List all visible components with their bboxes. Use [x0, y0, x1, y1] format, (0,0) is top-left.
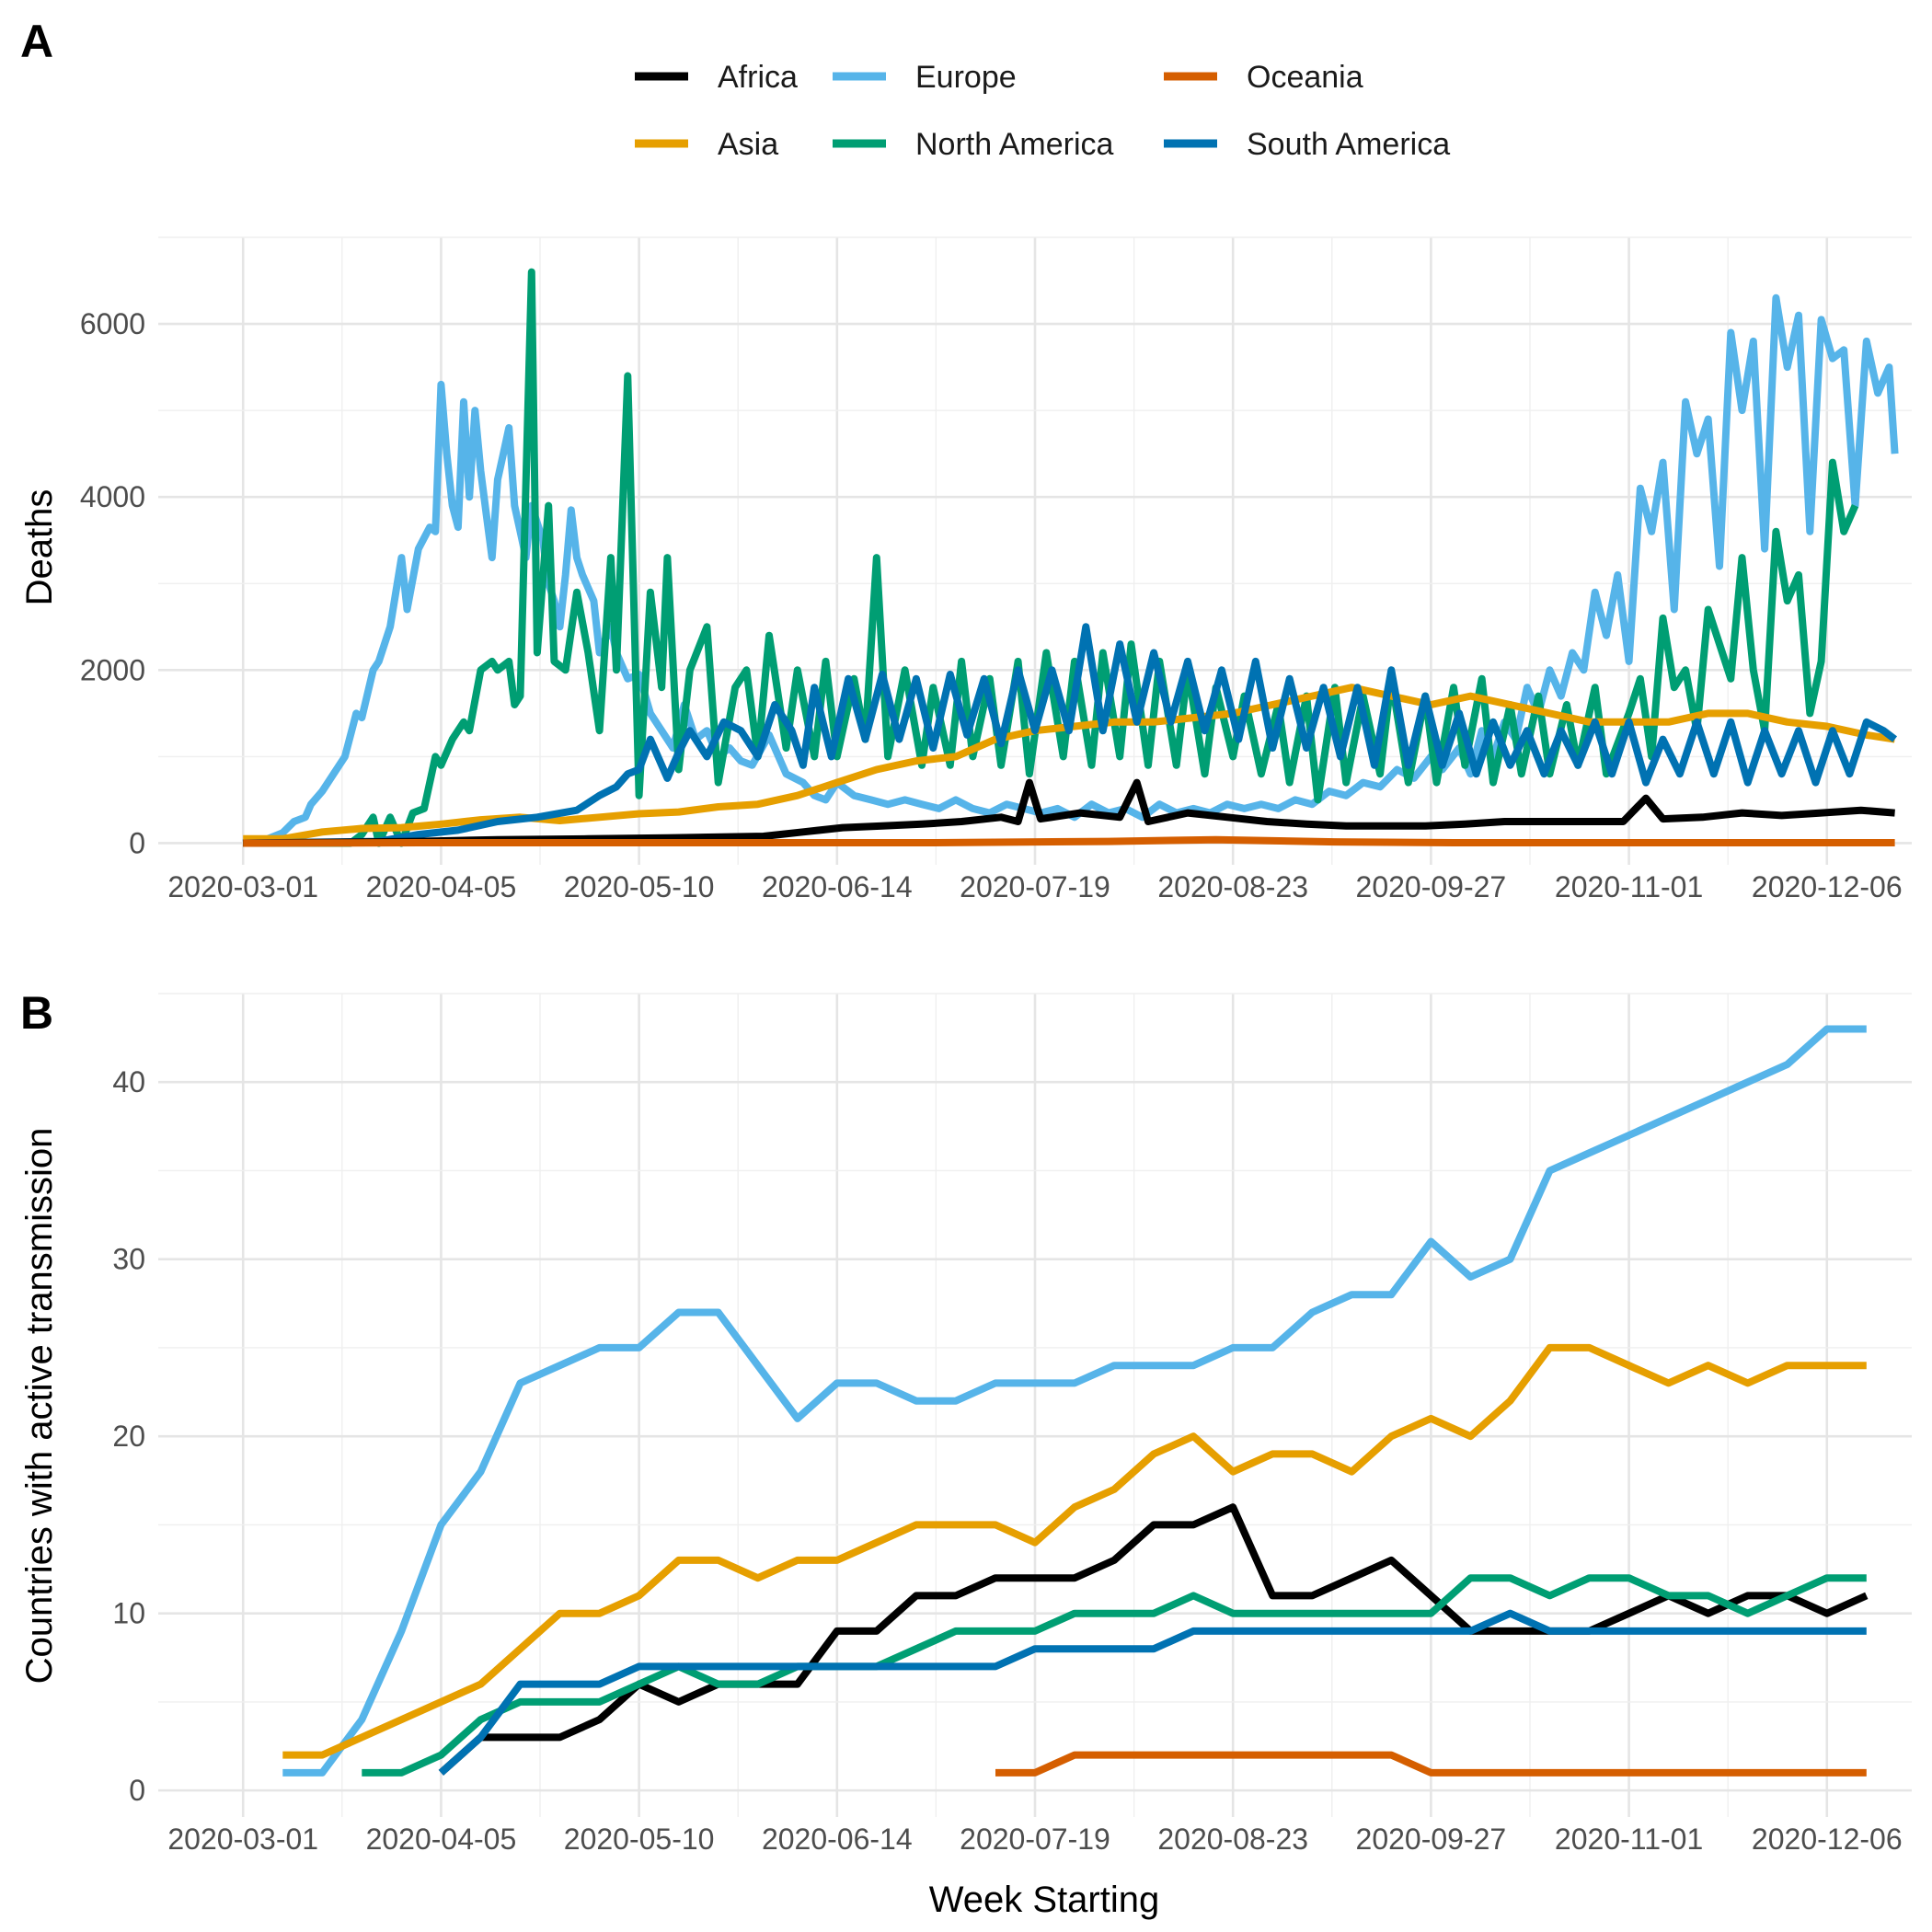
panel-a-x-tick-label: 2020-09-27 [1356, 870, 1507, 903]
panel-b-x-tick-label: 2020-05-10 [564, 1823, 715, 1856]
legend-label-asia: Asia [718, 127, 778, 162]
panel-b-line-africa [438, 1503, 1869, 1776]
legend-item-asia: Asia [635, 127, 778, 162]
legend-label-oceania: Oceania [1247, 60, 1363, 95]
panel-b-y-tick-label: 10 [112, 1597, 145, 1630]
legend-item-oceania: Oceania [1164, 60, 1363, 95]
panel-b-line-oceania [995, 1751, 1867, 1777]
legend-label-africa: Africa [718, 60, 798, 95]
panel-a-y-tick-label: 6000 [80, 307, 145, 340]
panel-b-x-tick-label: 2020-11-01 [1555, 1823, 1703, 1856]
panel-b-x-tick-label: 2020-03-01 [167, 1823, 318, 1856]
panel-a-ticks: 2020-03-01 2020-04-05 2020-05-10 2020-06-14… [80, 307, 1903, 903]
panel-a-x-tick-label: 2020-11-01 [1555, 870, 1703, 903]
panel-a-line-south-america [243, 623, 1898, 847]
panel-a-line-north-america [243, 268, 1859, 847]
panel-b-x-tick-label: 2020-12-06 [1752, 1823, 1903, 1856]
legend: Africa Europe Oceania Asia North America Sout… [635, 60, 1450, 162]
panel-b-y-tick-label: 20 [112, 1420, 145, 1453]
panel-a-x-tick-label: 2020-07-19 [960, 870, 1110, 903]
panel-a-line-oceania [243, 835, 1895, 847]
panel-b-ticks: 2020-03-01 2020-04-05 2020-05-10 2020-06-14… [112, 1065, 1902, 1856]
panel-a-y-tick-label: 0 [129, 826, 145, 859]
legend-label-south-america: South America [1247, 127, 1450, 162]
panel-b-line-south-america [438, 1609, 1867, 1776]
legend-label-europe: Europe [915, 60, 1017, 95]
panel-a-deaths-chart: 2020-03-01 2020-04-05 2020-05-10 2020-06-14… [19, 236, 1912, 903]
panel-b-y-tick-label: 30 [112, 1243, 145, 1276]
panel-letter-b: B [20, 987, 53, 1039]
legend-item-europe: Europe [833, 60, 1017, 95]
panel-a-y-tick-label: 2000 [80, 653, 145, 686]
panel-a-y-axis-title: Deaths [19, 489, 60, 606]
panel-b-x-axis-title: Week Starting [929, 1880, 1160, 1920]
panel-b-y-tick-label: 0 [129, 1774, 145, 1807]
panel-b-x-tick-label: 2020-09-27 [1356, 1823, 1507, 1856]
panel-b-x-tick-label: 2020-08-23 [1157, 1823, 1308, 1856]
panel-b-line-north-america [362, 1574, 1867, 1777]
panel-letter-a: A [20, 16, 53, 67]
panel-a-line-africa [243, 778, 1895, 847]
panel-a-x-tick-label: 2020-03-01 [167, 870, 318, 903]
panel-b-series [282, 1025, 1869, 1777]
panel-b-line-europe [282, 1025, 1867, 1777]
panel-a-x-tick-label: 2020-12-06 [1752, 870, 1903, 903]
panel-a-x-tick-label: 2020-06-14 [762, 870, 913, 903]
panel-a-x-tick-label: 2020-05-10 [564, 870, 715, 903]
panel-a-series [242, 268, 1899, 847]
panel-b-transmission-chart: 2020-03-01 2020-04-05 2020-05-10 2020-06-14… [19, 993, 1912, 1920]
panel-b-x-tick-label: 2020-04-05 [366, 1823, 517, 1856]
panel-a-y-tick-label: 4000 [80, 480, 145, 513]
panel-b-x-tick-label: 2020-06-14 [762, 1823, 913, 1856]
panel-b-grid [158, 993, 1912, 1817]
legend-item-africa: Africa [635, 60, 798, 95]
panel-b-x-tick-label: 2020-07-19 [960, 1823, 1110, 1856]
panel-a-x-tick-label: 2020-04-05 [366, 870, 517, 903]
panel-a-line-europe [242, 293, 1899, 847]
legend-item-north-america: North America [833, 127, 1113, 162]
panel-b-y-tick-label: 40 [112, 1065, 145, 1098]
panel-b-y-axis-title: Countries with active transmission [19, 1128, 60, 1685]
legend-item-south-america: South America [1164, 127, 1450, 162]
panel-b-line-asia [282, 1343, 1867, 1759]
legend-label-north-america: North America [915, 127, 1113, 162]
panel-a-x-tick-label: 2020-08-23 [1157, 870, 1308, 903]
